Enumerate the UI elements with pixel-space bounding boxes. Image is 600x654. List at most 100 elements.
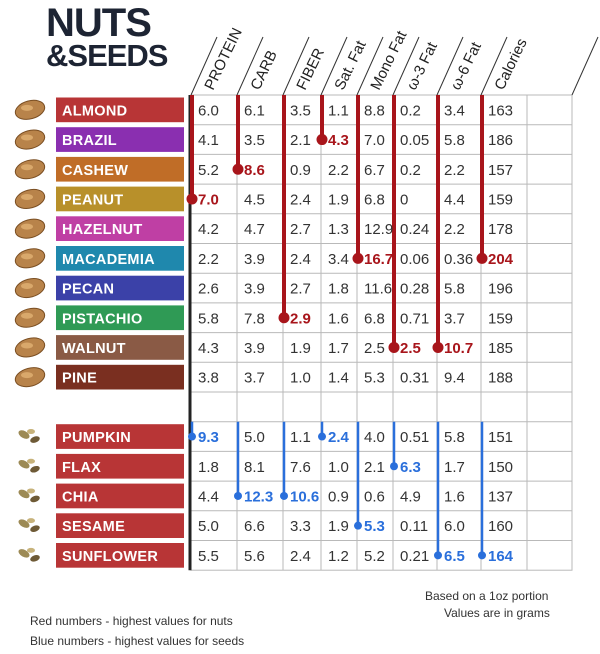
highlight-dot xyxy=(234,491,242,500)
cell-value: 2.4 xyxy=(290,548,311,565)
highlight-dot xyxy=(390,462,398,471)
note-red: Red numbers - highest values for nuts xyxy=(30,614,233,628)
cell-value: 0.21 xyxy=(400,548,429,565)
cell-value: 1.4 xyxy=(328,370,349,387)
cell-value: 5.6 xyxy=(244,548,265,565)
nut-icon-highlight xyxy=(21,312,33,319)
highlight-dot xyxy=(232,163,244,175)
cell-value: 4.4 xyxy=(444,191,465,208)
cell-value: 3.9 xyxy=(244,340,265,357)
cell-value: 5.8 xyxy=(198,310,219,327)
cell-value: 5.8 xyxy=(444,281,465,298)
cell-value: 159 xyxy=(488,191,513,208)
cell-value: 1.0 xyxy=(328,459,349,476)
cell-value: 0.24 xyxy=(400,221,429,238)
highlight-value: 7.0 xyxy=(198,191,219,208)
cell-value: 1.7 xyxy=(328,340,349,357)
cell-value: 4.2 xyxy=(198,221,219,238)
row-label-bg xyxy=(56,335,184,360)
cell-value: 1.6 xyxy=(444,488,465,505)
highlight-value: 5.3 xyxy=(364,518,385,535)
nut-icon-highlight xyxy=(21,372,33,379)
cell-value: 2.2 xyxy=(198,251,219,268)
row-label-hazelnut: HAZELNUT xyxy=(62,222,143,238)
row-label-sunflower: SUNFLOWER xyxy=(62,549,158,565)
cell-value: 3.8 xyxy=(198,370,219,387)
cell-value: 0.71 xyxy=(400,310,429,327)
row-label-bg xyxy=(56,483,184,509)
cell-value: 6.8 xyxy=(364,191,385,208)
column-header-sat-fat: Sat. Fat xyxy=(331,37,370,92)
row-label-bg xyxy=(56,127,184,152)
highlight-value: 164 xyxy=(488,548,514,565)
cell-value: 157 xyxy=(488,162,513,179)
cell-value: 1.2 xyxy=(328,548,349,565)
cell-value: 6.0 xyxy=(444,518,465,535)
seed-icon xyxy=(30,495,40,503)
seed-icon xyxy=(18,519,30,528)
cell-value: 3.4 xyxy=(444,102,465,119)
highlight-dot xyxy=(318,432,326,441)
cell-value: 1.9 xyxy=(328,518,349,535)
row-label-pumpkin: PUMPKIN xyxy=(62,430,131,446)
row-label-pine: PINE xyxy=(62,371,97,387)
row-label-bg xyxy=(56,364,184,390)
cell-value: 185 xyxy=(488,340,513,357)
cell-value: 2.7 xyxy=(290,281,311,298)
header-divider xyxy=(320,36,348,96)
title-line2: &SEEDS xyxy=(46,38,168,73)
highlight-dot xyxy=(280,491,288,500)
seed-icon xyxy=(30,436,40,443)
cell-value: 3.7 xyxy=(244,370,265,387)
row-label-pistachio: PISTACHIO xyxy=(62,311,143,327)
cell-value: 1.6 xyxy=(328,310,349,327)
cell-value: 159 xyxy=(488,310,513,327)
cell-value: 11.6 xyxy=(364,281,392,298)
highlight-dot xyxy=(278,312,290,324)
note-units: Values are in grams xyxy=(444,606,550,620)
cell-value: 1.1 xyxy=(290,429,311,446)
cell-value: 0.36 xyxy=(444,251,473,268)
cell-value: 1.9 xyxy=(328,191,349,208)
column-header-carb: CARB xyxy=(247,48,281,93)
cell-value: 5.8 xyxy=(444,429,465,446)
cell-value: 3.3 xyxy=(290,518,311,535)
row-label-bg xyxy=(56,97,184,123)
row-label-bg xyxy=(56,424,184,449)
nut-icon-highlight xyxy=(21,134,33,141)
seed-icon xyxy=(18,459,30,469)
cell-value: 8.1 xyxy=(244,459,265,476)
highlight-value: 204 xyxy=(488,251,514,268)
cell-value: 2.4 xyxy=(290,191,311,208)
column-header--3-fat: ω-3 Fat xyxy=(403,39,441,93)
row-label-flax: FLAX xyxy=(62,460,101,476)
highlight-dot xyxy=(388,341,400,353)
cell-value: 6.6 xyxy=(244,518,265,535)
row-label-bg xyxy=(56,186,184,212)
header-divider xyxy=(356,36,384,96)
note-blue: Blue numbers - highest values for seeds xyxy=(30,634,244,648)
row-label-bg xyxy=(56,513,184,538)
cell-value: 5.8 xyxy=(444,132,465,149)
cell-value: 9.4 xyxy=(444,370,465,387)
cell-value: 5.2 xyxy=(364,548,385,565)
row-label-bg xyxy=(56,275,184,301)
row-label-walnut: WALNUT xyxy=(62,341,126,357)
seed-icon xyxy=(27,488,35,494)
seed-icon xyxy=(18,549,30,558)
column-header-fiber: FIBER xyxy=(293,45,328,92)
highlight-value: 16.7 xyxy=(364,251,393,268)
cell-value: 2.5 xyxy=(364,340,385,357)
cell-value: 3.9 xyxy=(244,251,265,268)
cell-value: 3.4 xyxy=(328,251,349,268)
column-header-protein: PROTEIN xyxy=(201,25,246,92)
highlight-dot xyxy=(432,341,444,353)
column-header--6-fat: ω-6 Fat xyxy=(447,39,485,93)
cell-value: 0.51 xyxy=(400,429,429,446)
nut-icon-highlight xyxy=(21,164,33,171)
cell-value: 160 xyxy=(488,518,513,535)
cell-value: 3.7 xyxy=(444,310,465,327)
header-divider xyxy=(480,36,508,96)
highlight-value: 2.4 xyxy=(328,429,350,446)
nut-icon-highlight xyxy=(21,223,33,230)
